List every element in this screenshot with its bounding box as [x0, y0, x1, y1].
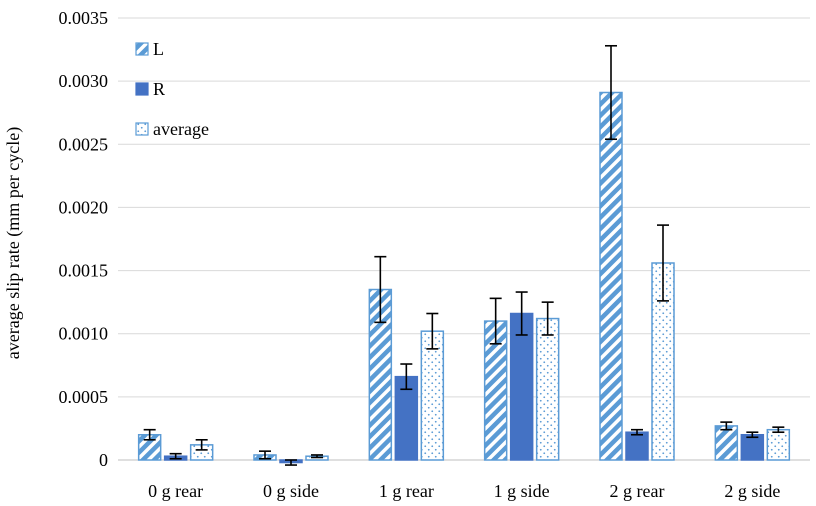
- legend-swatch-l: [135, 42, 149, 56]
- x-tick-label: 0 g rear: [148, 481, 203, 501]
- legend-swatch-r: [135, 82, 149, 96]
- y-tick-label: 0.0020: [59, 197, 109, 217]
- y-tick-label: 0.0025: [59, 134, 109, 154]
- bar-l: [599, 91, 623, 461]
- bar-average: [535, 317, 560, 461]
- y-tick-label: 0.0010: [59, 324, 109, 344]
- y-tick-label: 0.0035: [59, 8, 109, 28]
- bar-r: [740, 433, 765, 461]
- bar-average: [420, 330, 445, 461]
- bar-r: [625, 431, 649, 461]
- x-tick-label: 0 g side: [263, 481, 319, 501]
- x-tick-label: 1 g side: [494, 481, 550, 501]
- error-bars: [143, 44, 785, 466]
- legend-label-l: L: [153, 39, 164, 59]
- y-tick-label: 0: [99, 450, 108, 470]
- y-tick-label: 0.0030: [59, 71, 109, 91]
- y-axis-ticks: 0 0.0005 0.0010 0.0015 0.0020 0.0025 0.0030 0.0…: [59, 8, 109, 470]
- y-tick-label: 0.0015: [59, 261, 109, 281]
- x-axis-ticks: 0 g rear 0 g side 1 g rear 1 g side 2 g rear…: [148, 481, 780, 501]
- x-tick-label: 1 g rear: [379, 481, 434, 501]
- y-tick-label: 0.0005: [59, 387, 109, 407]
- y-axis-title: average slip rate (mm per cycle): [3, 127, 24, 359]
- legend-label-r: R: [153, 79, 165, 99]
- gridlines: [118, 17, 810, 461]
- x-tick-label: 2 g rear: [610, 481, 665, 501]
- bar-l: [714, 425, 739, 461]
- bar-average: [766, 428, 791, 461]
- legend-swatch-average: [135, 122, 149, 136]
- x-tick-label: 2 g side: [724, 481, 780, 501]
- legend-label-average: average: [153, 119, 209, 139]
- bars: [137, 91, 791, 464]
